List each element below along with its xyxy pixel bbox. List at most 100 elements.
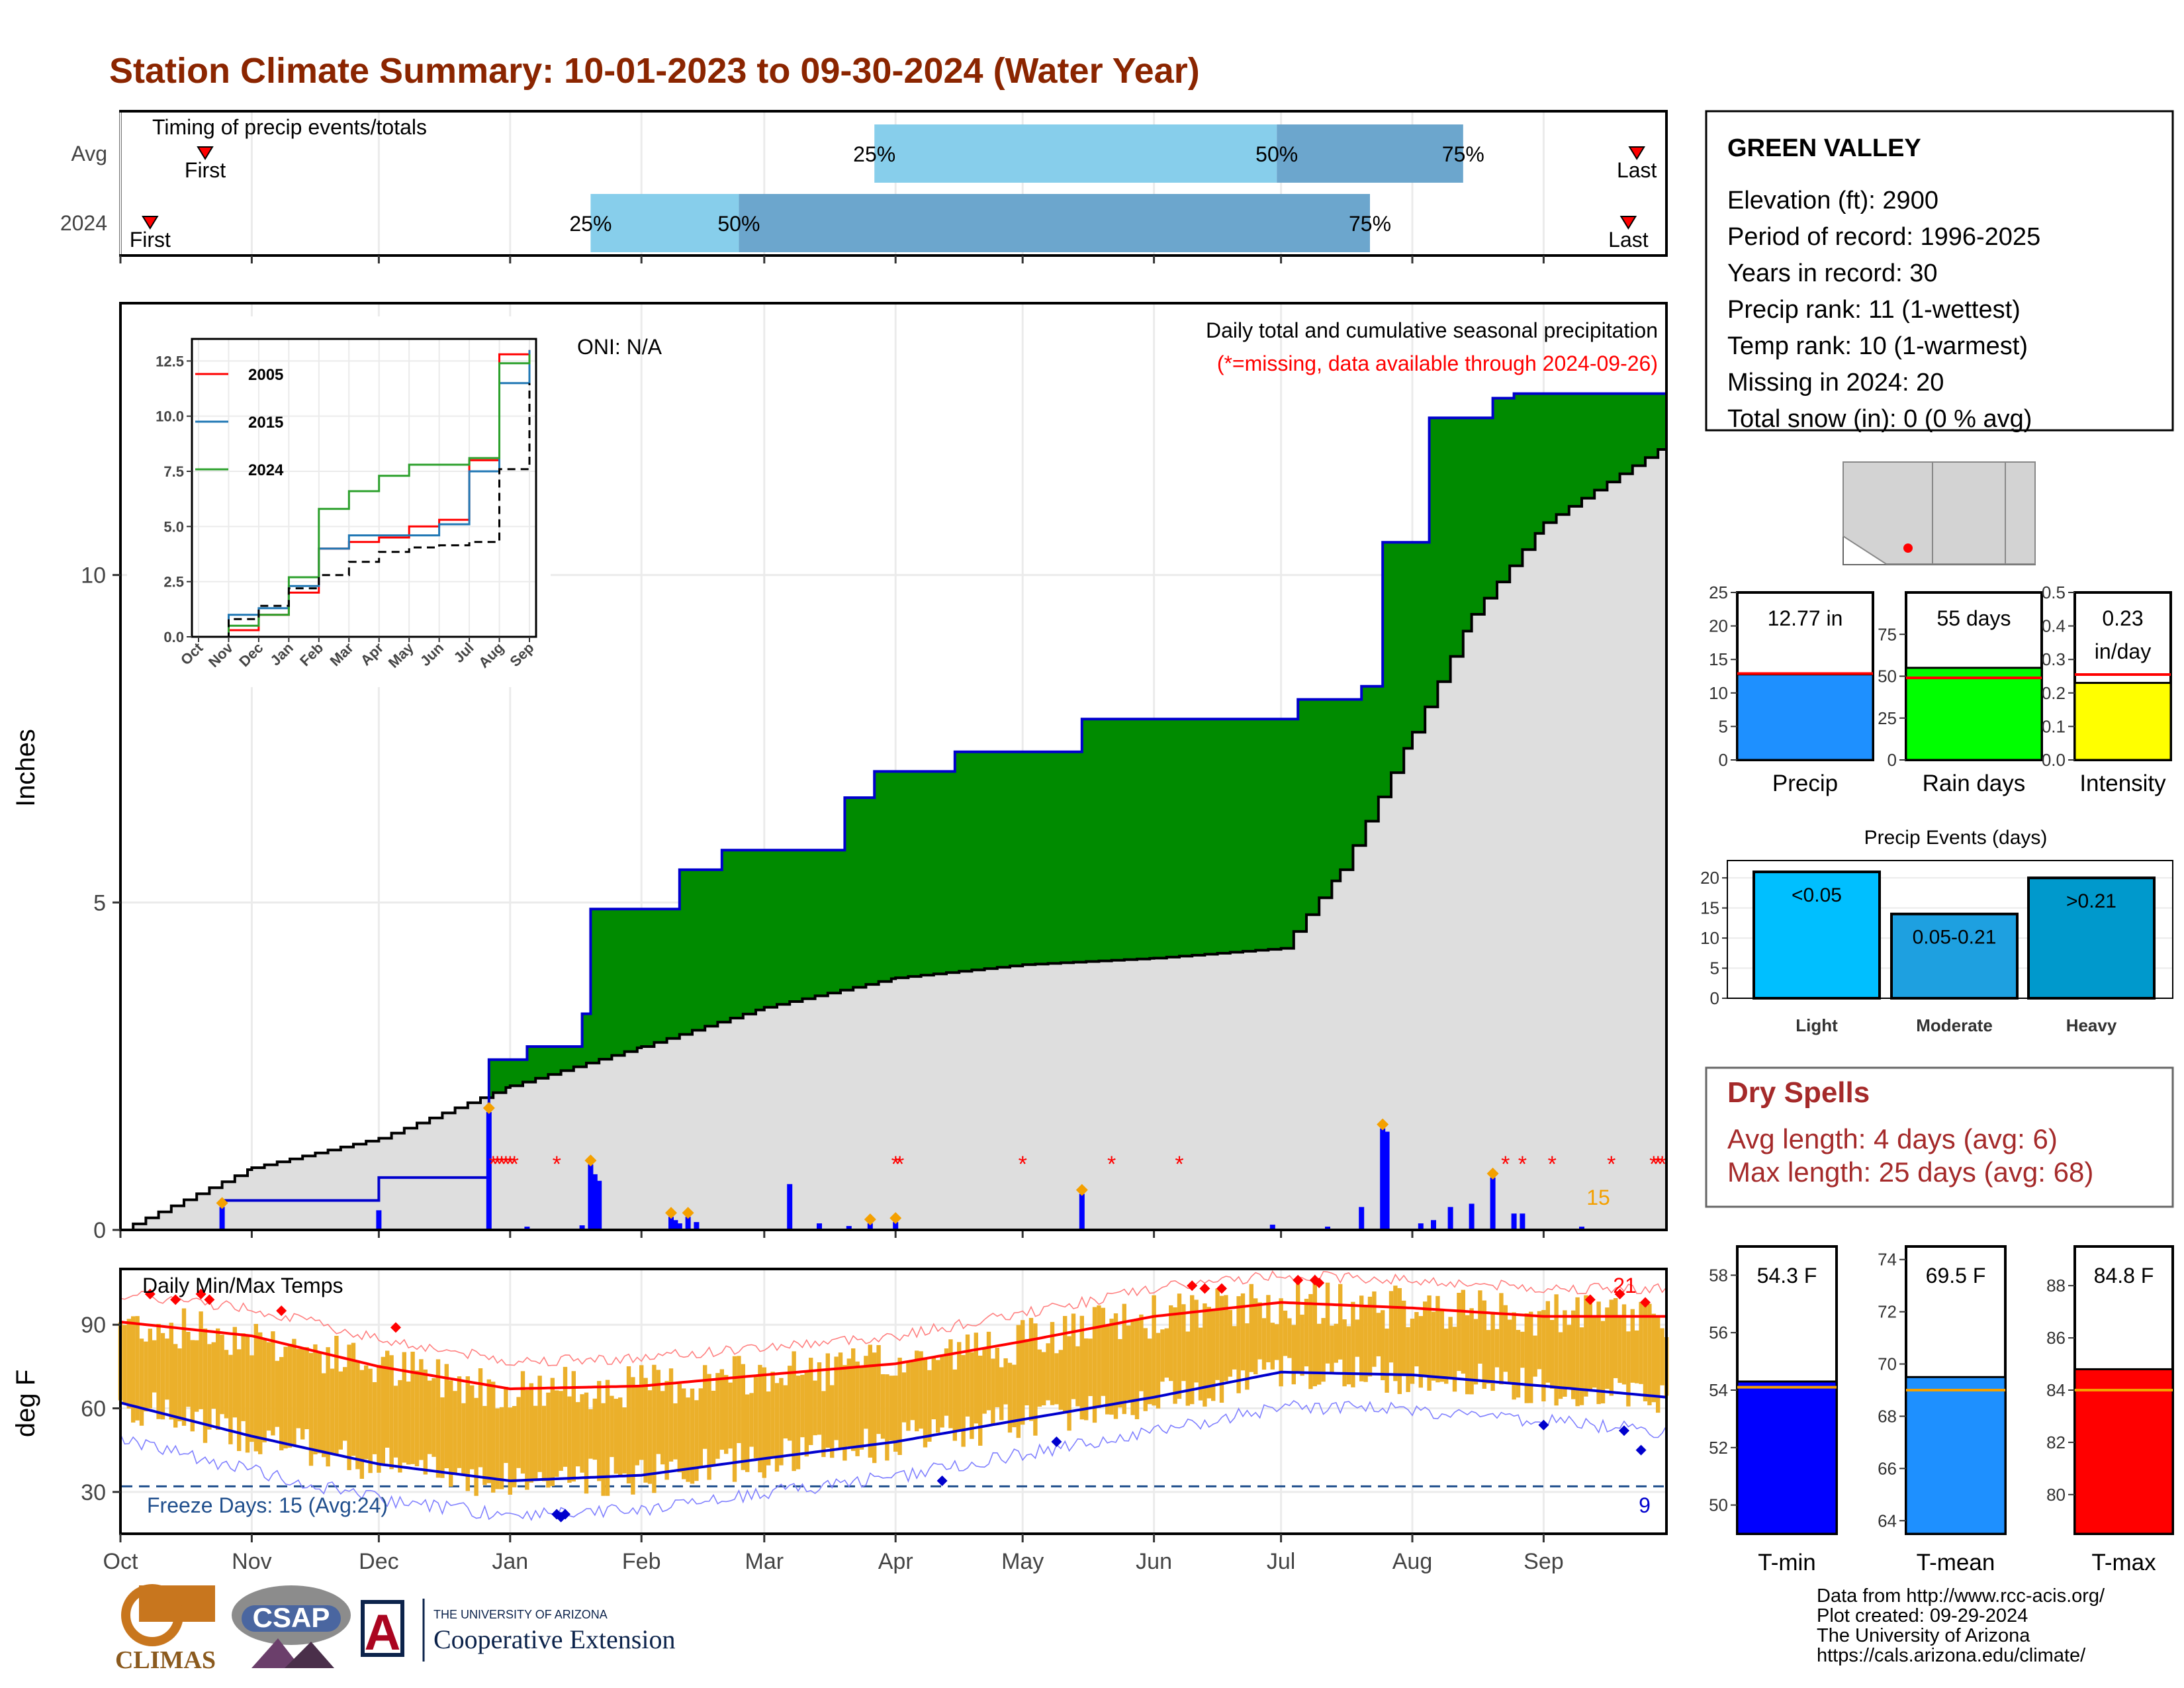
temp-bar-label: T-mean — [1917, 1550, 1995, 1575]
daily-temp-range-bar — [203, 1328, 208, 1443]
x-tick-label: Feb — [622, 1549, 661, 1574]
missing-day-marker: * — [1658, 1152, 1666, 1177]
daily-temp-range-bar — [715, 1373, 720, 1459]
daily-temp-range-bar — [656, 1370, 660, 1454]
daily-temp-range-bar — [1533, 1335, 1537, 1377]
daily-temp-range-bar — [774, 1383, 780, 1472]
mini-bar-tick-label: 15 — [1709, 649, 1728, 669]
daily-temp-range-bar — [1342, 1319, 1347, 1387]
daily-temp-range-bar — [885, 1374, 889, 1461]
precip-ylabel: Inches — [11, 729, 40, 807]
avg-min-temp-line — [120, 1370, 1667, 1483]
daily-temp-range-bar — [1431, 1311, 1436, 1381]
timing-bars: 25% 50% 75% First Last 25% 50% 75% First Last — [130, 124, 1657, 252]
missing-day-marker: * — [1501, 1152, 1510, 1177]
daily-temp-range-bar — [673, 1403, 678, 1460]
temp-bar-label: T-max — [2091, 1550, 2156, 1575]
daily-temp-range-bar — [1240, 1293, 1246, 1371]
timing-marker-first — [197, 146, 214, 160]
daily-temp-range-bar — [377, 1364, 381, 1473]
daily-precip-bar — [1520, 1213, 1525, 1230]
daily-precip-bar — [1490, 1177, 1496, 1230]
precip-panel-frame — [119, 302, 1668, 1231]
daily-temp-range-bar — [1630, 1309, 1635, 1383]
daily-temp-range-bar — [495, 1408, 500, 1489]
daily-temp-range-bar — [1588, 1295, 1592, 1391]
daily-temp-range-bar — [211, 1342, 216, 1409]
event-bar — [2027, 876, 2156, 1000]
daily-temp-range-bar — [652, 1364, 657, 1493]
daily-temp-range-bar — [707, 1374, 711, 1480]
daily-temp-range-bar — [1270, 1323, 1275, 1370]
daily-temp-range-bar — [1071, 1313, 1076, 1399]
daily-temp-range-bar — [304, 1347, 309, 1429]
daily-temp-range-bar — [1635, 1330, 1639, 1383]
daily-precip-bar — [1269, 1225, 1275, 1230]
daily-temp-range-bar — [923, 1357, 928, 1448]
daily-temp-range-bar — [1439, 1310, 1444, 1382]
daily-temp-range-bar — [999, 1367, 1004, 1421]
daily-temp-range-bar — [406, 1382, 411, 1465]
inset-legend-label: 2005 — [248, 366, 283, 384]
daily-temp-range-bar — [1584, 1295, 1588, 1397]
temp-panel-frame — [119, 1268, 1668, 1535]
daily-temp-range-bar — [1423, 1301, 1428, 1376]
daily-temp-range-bar — [614, 1399, 618, 1474]
daily-temp-range-bar — [190, 1340, 195, 1432]
daily-temp-range-bar — [1203, 1303, 1207, 1407]
daily-temp-range-bar — [541, 1405, 547, 1481]
daily-temp-range-bar — [173, 1344, 178, 1428]
daily-temp-range-bar — [144, 1341, 148, 1412]
daily-temp-range-bar — [745, 1394, 750, 1472]
temp-bar-tick-label: 74 — [1878, 1250, 1897, 1270]
ua-block-a: A — [365, 1605, 401, 1661]
daily-temp-range-bar — [296, 1348, 300, 1429]
record-low-marker — [1635, 1444, 1647, 1456]
map-state-east — [2005, 461, 2036, 565]
missing-day-marker: * — [502, 1152, 510, 1177]
mini-bar-value — [1905, 667, 2043, 761]
daily-temp-range-bar — [1469, 1308, 1474, 1395]
daily-temp-range-bar — [1554, 1294, 1559, 1406]
daily-temp-range-bar — [855, 1361, 860, 1456]
daily-temp-range-bar — [1211, 1310, 1216, 1401]
events-y-tick-label: 15 — [1700, 898, 1719, 918]
daily-temp-range-bar — [703, 1365, 707, 1449]
record-high-marker — [1584, 1294, 1596, 1305]
mini-bar-tick-label: 5 — [1719, 716, 1728, 736]
daily-temp-range-bar — [1181, 1304, 1186, 1382]
daily-temp-range-bar — [1545, 1301, 1550, 1383]
daily-temp-range-bar — [1092, 1307, 1097, 1423]
temp-ylabel: deg F — [11, 1370, 40, 1437]
daily-temp-range-bar — [1215, 1288, 1220, 1380]
daily-temp-range-bar — [1148, 1338, 1152, 1405]
missing-day-marker: * — [553, 1152, 561, 1177]
record-precip-marker — [216, 1197, 228, 1209]
daily-temp-range-bar — [1308, 1293, 1313, 1389]
daily-temp-range-bar — [364, 1365, 369, 1460]
daily-temp-range-bar — [258, 1332, 263, 1454]
events-y-tick-label: 10 — [1700, 928, 1719, 948]
daily-temp-range-bar — [783, 1385, 788, 1439]
daily-temp-range-bar — [563, 1366, 568, 1467]
daily-temp-range-bar — [546, 1392, 551, 1488]
daily-temp-range-bar — [1088, 1338, 1093, 1396]
station-line: Period of record: 1996-2025 — [1727, 223, 2040, 251]
daily-precip-bar — [867, 1223, 873, 1230]
daily-temp-range-bar — [1643, 1305, 1648, 1401]
x-tick-label: Oct — [103, 1549, 138, 1574]
missing-day-marker: * — [493, 1152, 502, 1177]
daily-temp-range-bar — [1647, 1303, 1652, 1405]
mini-bar-tick-label: 0.5 — [2042, 583, 2066, 602]
daily-temp-range-bar — [1529, 1311, 1533, 1403]
daily-temp-range-bar — [372, 1382, 377, 1454]
daily-temp-range-bar — [1249, 1284, 1253, 1372]
daily-precip-bar — [685, 1217, 691, 1230]
daily-temp-range-bar — [1503, 1305, 1508, 1372]
mini-bar-value-label: 0.23 — [2102, 606, 2143, 630]
daily-temp-range-bar — [1134, 1320, 1140, 1419]
daily-temp-range-bar — [1050, 1322, 1055, 1405]
mini-bar-value-label: 12.77 in — [1768, 606, 1843, 630]
mini-bar-value-label: 55 days — [1936, 606, 2011, 630]
